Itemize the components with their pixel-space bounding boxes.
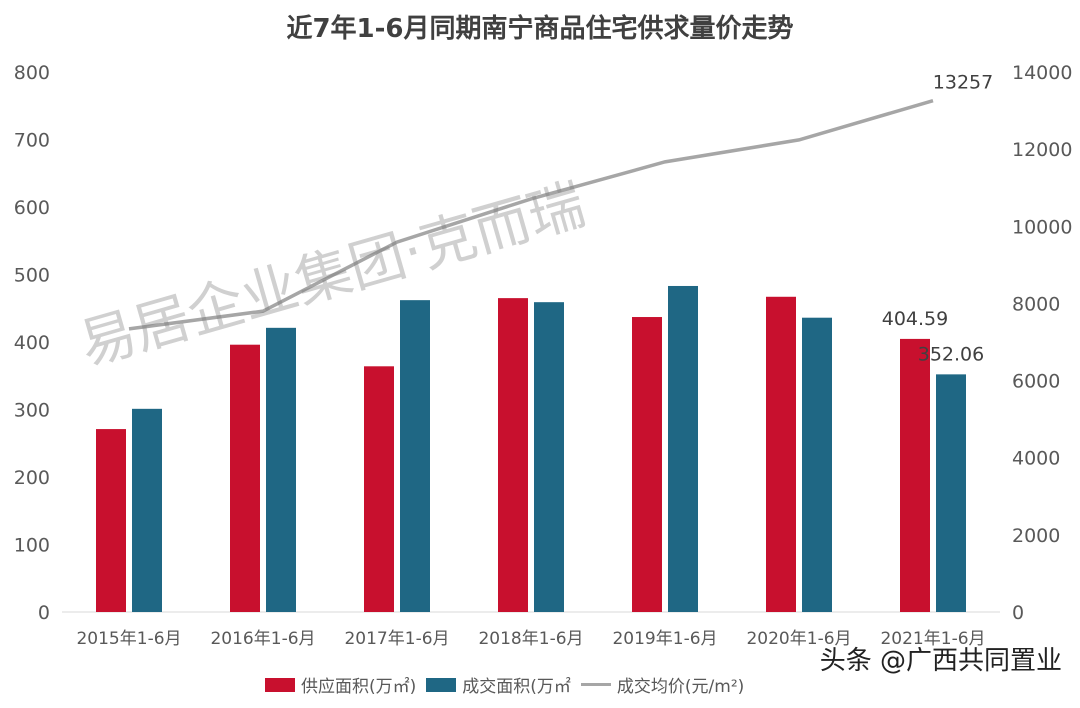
supply-bar — [766, 296, 796, 612]
y-left-tick-label: 400 — [14, 332, 50, 354]
y-left-tick-label: 100 — [14, 535, 50, 557]
x-tick-label: 2018年1-6月 — [478, 629, 583, 649]
legend-item-supply: 供应面积(万㎡) — [265, 672, 416, 697]
legend-swatch — [265, 677, 295, 692]
legend-item-price: 成交均价(元/m²) — [580, 672, 745, 697]
transaction-bar — [668, 285, 698, 612]
y-right-tick-label: 10000 — [1012, 216, 1072, 238]
transaction-bar — [802, 317, 832, 612]
y-right-tick-label: 6000 — [1012, 371, 1060, 393]
y-right-tick-label: 0 — [1012, 602, 1024, 624]
y-left-tick-label: 700 — [14, 130, 50, 152]
y-left-tick-label: 500 — [14, 265, 50, 287]
x-tick-label: 2019年1-6月 — [612, 629, 717, 649]
data-label: 352.06 — [918, 343, 984, 365]
y-left-tick-label: 800 — [14, 62, 50, 84]
y-right-tick-label: 4000 — [1012, 448, 1060, 470]
y-right-tick-label: 12000 — [1012, 139, 1072, 161]
transaction-bar — [266, 327, 296, 612]
supply-bar — [96, 429, 126, 612]
transaction-bar — [936, 374, 966, 612]
x-tick-label: 2021年1-6月 — [880, 629, 985, 649]
x-tick-label: 2015年1-6月 — [76, 629, 181, 649]
x-tick-label: 2020年1-6月 — [746, 629, 851, 649]
chart-title: 近7年1-6月同期南宁商品住宅供求量价走势 — [286, 14, 794, 44]
y-right-tick-label: 8000 — [1012, 293, 1060, 315]
y-right-tick-label: 2000 — [1012, 525, 1060, 547]
transaction-bar — [132, 408, 162, 612]
transaction-bar — [534, 302, 564, 612]
supply-bar — [230, 344, 260, 612]
y-left-tick-label: 0 — [38, 602, 50, 624]
y-left-tick-label: 200 — [14, 467, 50, 489]
data-label: 13257 — [933, 72, 993, 94]
x-tick-label: 2016年1-6月 — [210, 629, 315, 649]
supply-bar — [498, 298, 528, 612]
y-left-tick-label: 600 — [14, 197, 50, 219]
supply-bar — [364, 366, 394, 612]
legend-label: 供应面积(万㎡) — [301, 677, 417, 697]
legend-line — [580, 683, 611, 686]
transaction-bar — [400, 300, 430, 612]
legend-label: 成交均价(元/m²) — [616, 677, 745, 697]
supply-bar — [900, 338, 930, 612]
legend-label: 成交面积(万㎡ — [462, 677, 571, 697]
y-left-tick-label: 300 — [14, 400, 50, 422]
legend-item-transaction: 成交面积(万㎡ — [426, 672, 571, 697]
legend: 供应面积(万㎡) 成交面积(万㎡ 成交均价(元/m²) — [265, 672, 754, 697]
corner-watermark: 头条 @广西共同置业 — [819, 646, 1062, 676]
x-tick-label: 2017年1-6月 — [344, 629, 449, 649]
supply-bar — [632, 317, 662, 612]
y-right-tick-label: 14000 — [1012, 62, 1072, 84]
data-label: 404.59 — [882, 308, 948, 330]
legend-swatch — [426, 677, 457, 692]
